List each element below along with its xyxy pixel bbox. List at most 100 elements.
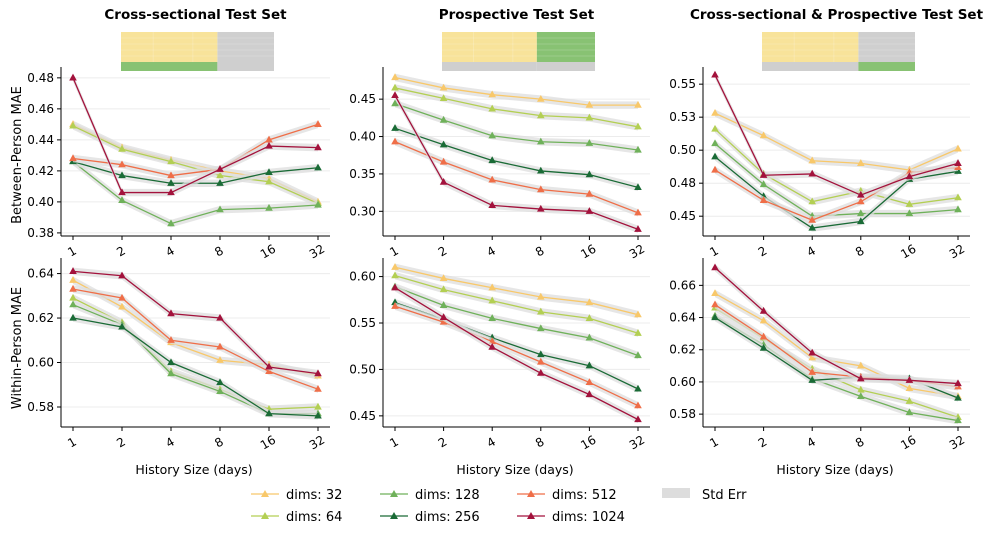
panels: 0.38 0.40 0.42 0.44 0.46 0.48 1 2 4 8 16 32 Cross-se… bbox=[27, 7, 983, 452]
inset-block bbox=[121, 32, 218, 62]
series-line bbox=[72, 125, 319, 205]
data-point bbox=[905, 384, 914, 391]
inset-stripe bbox=[442, 62, 537, 71]
series-line bbox=[72, 317, 319, 417]
x-tick-label: 2 bbox=[114, 435, 128, 451]
data-point bbox=[391, 124, 399, 131]
data-point bbox=[265, 362, 273, 370]
data-point bbox=[585, 333, 594, 341]
data-point bbox=[118, 271, 126, 279]
data-point bbox=[857, 217, 865, 225]
legend-label-dims-256: dims: 256 bbox=[415, 510, 480, 525]
data-point bbox=[759, 196, 768, 203]
data-point bbox=[439, 317, 448, 325]
legend-label-stderr: Std Err bbox=[702, 488, 747, 503]
series-dims-128 bbox=[391, 99, 642, 154]
data-point bbox=[314, 143, 322, 151]
data-point bbox=[216, 205, 224, 213]
data-point bbox=[265, 135, 273, 143]
data-point bbox=[808, 197, 816, 205]
data-point bbox=[759, 316, 768, 324]
legend-marker-dims-256 bbox=[390, 512, 398, 519]
series-line bbox=[394, 305, 639, 407]
y-tick-label: 0.66 bbox=[669, 278, 696, 292]
data-point bbox=[314, 384, 322, 392]
series-line bbox=[72, 270, 319, 375]
data-point bbox=[69, 284, 77, 292]
data-point bbox=[69, 300, 77, 308]
data-point bbox=[857, 374, 865, 382]
stderr-band bbox=[73, 120, 318, 180]
series-line bbox=[714, 292, 959, 398]
stderr-band bbox=[715, 312, 958, 425]
stderr-band bbox=[395, 73, 638, 109]
data-point bbox=[585, 378, 594, 386]
y-tick-label: 0.55 bbox=[349, 316, 376, 330]
data-point bbox=[711, 152, 719, 160]
x-tick-label: 32 bbox=[947, 242, 967, 262]
data-point bbox=[488, 201, 496, 208]
data-point bbox=[711, 300, 719, 308]
data-point bbox=[634, 351, 642, 359]
data-point bbox=[439, 301, 448, 308]
data-point bbox=[69, 313, 77, 321]
data-point bbox=[265, 177, 273, 185]
series-line bbox=[394, 95, 639, 230]
data-point bbox=[634, 122, 642, 130]
x-tick-label: 4 bbox=[163, 435, 177, 451]
series-dims-64 bbox=[711, 124, 962, 209]
data-point bbox=[69, 293, 77, 301]
data-point bbox=[167, 336, 175, 343]
series-dims-1024 bbox=[69, 267, 322, 378]
data-point bbox=[167, 309, 175, 317]
inset-block bbox=[858, 32, 915, 62]
y-tick-label: 0.45 bbox=[349, 92, 376, 106]
stderr-band bbox=[395, 302, 638, 410]
stderr-band bbox=[395, 99, 638, 154]
series-line bbox=[394, 286, 639, 357]
panel-bottom-left: 0.58 0.60 0.62 0.64 1 2 4 8 16 32 bbox=[27, 258, 330, 452]
data-point bbox=[167, 358, 175, 366]
data-point bbox=[634, 183, 642, 190]
x-tick-label: 2 bbox=[436, 435, 450, 451]
data-point bbox=[391, 99, 399, 107]
data-point bbox=[808, 169, 816, 177]
data-point bbox=[857, 159, 865, 166]
data-point bbox=[634, 225, 642, 232]
data-point bbox=[314, 120, 322, 127]
data-point bbox=[954, 379, 962, 387]
data-point bbox=[265, 141, 273, 149]
panel-bottom-right: 0.58 0.60 0.62 0.64 0.66 1 2 4 8 16 32 bbox=[669, 258, 970, 452]
data-point bbox=[488, 283, 496, 291]
data-point bbox=[118, 144, 126, 152]
x-tick-label: 16 bbox=[578, 433, 598, 453]
data-point bbox=[314, 369, 322, 377]
data-point bbox=[439, 313, 448, 321]
data-point bbox=[537, 166, 545, 174]
legend-swatch-stderr bbox=[662, 488, 690, 498]
data-point bbox=[905, 209, 914, 217]
data-point bbox=[118, 160, 126, 168]
data-point bbox=[808, 353, 816, 361]
ylabel-bottom: Within-Person MAE bbox=[10, 287, 25, 409]
data-point bbox=[634, 329, 642, 336]
inset-stripe bbox=[536, 62, 595, 71]
x-tick-label: 32 bbox=[627, 242, 647, 262]
series-dims-256 bbox=[69, 313, 322, 420]
data-point bbox=[69, 73, 77, 81]
x-tick-label: 4 bbox=[163, 244, 177, 260]
panel-bottom-middle: 0.45 0.50 0.55 0.60 1 2 4 8 16 32 bbox=[349, 258, 650, 452]
y-tick-label: 0.45 bbox=[669, 209, 696, 223]
series-line bbox=[72, 123, 319, 177]
data-point bbox=[69, 121, 77, 129]
data-point bbox=[167, 171, 175, 179]
x-tick-label: 16 bbox=[898, 433, 918, 453]
data-point bbox=[537, 204, 545, 212]
data-point bbox=[857, 392, 865, 400]
y-tick-label: 0.50 bbox=[349, 362, 376, 376]
inset-stripe bbox=[217, 62, 274, 71]
stderr-band bbox=[73, 285, 318, 393]
y-tick-label: 0.45 bbox=[349, 409, 376, 423]
series-dims-1024 bbox=[711, 263, 962, 388]
